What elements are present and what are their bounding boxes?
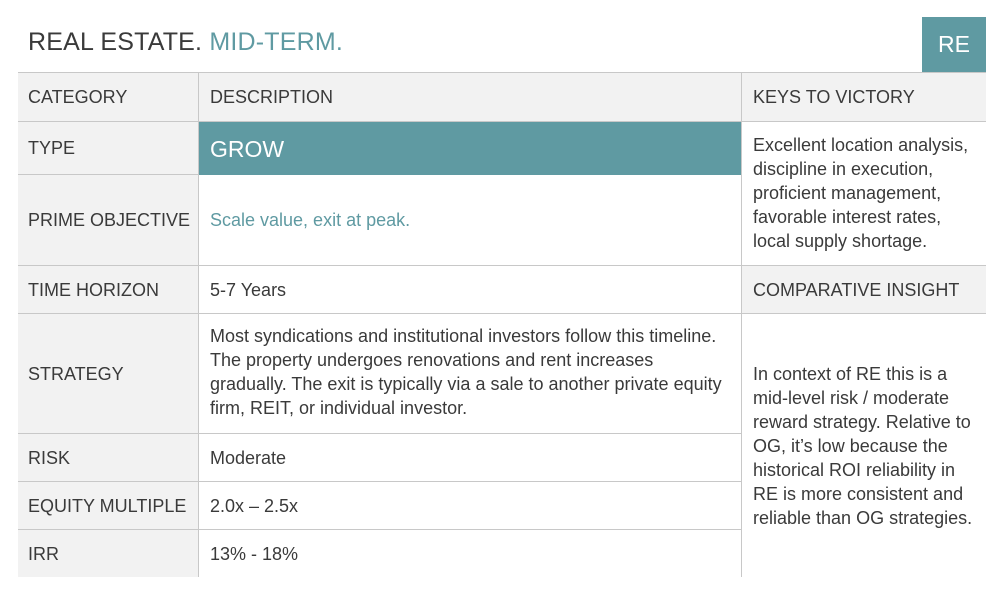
header-keys-to-victory: KEYS TO VICTORY — [741, 73, 986, 122]
row-type-category: TYPE — [18, 122, 199, 175]
header-description: DESCRIPTION — [199, 73, 741, 122]
row-irr-category: IRR — [18, 530, 199, 577]
row-type-description: GROW — [199, 122, 741, 175]
row-equity-multiple-category: EQUITY MULTIPLE — [18, 482, 199, 530]
header-comparative-insight: COMPARATIVE INSIGHT — [741, 266, 986, 314]
strategy-table: CATEGORY DESCRIPTION KEYS TO VICTORY TYP… — [18, 72, 986, 577]
header-category: CATEGORY — [18, 73, 199, 122]
strategy-description-text: Most syndications and institutional inve… — [210, 326, 722, 418]
title-main: REAL ESTATE. — [28, 28, 203, 56]
comparative-insight-text: In context of RE this is a mid-level ris… — [741, 314, 986, 577]
comparative-insight-body: In context of RE this is a mid-level ris… — [753, 363, 973, 528]
row-risk-category: RISK — [18, 434, 199, 482]
row-strategy-description: Most syndications and institutional inve… — [199, 314, 741, 434]
row-strategy-category: STRATEGY — [18, 314, 199, 434]
keys-to-victory-text: Excellent location analysis, discipline … — [741, 122, 986, 266]
row-risk-description: Moderate — [199, 434, 741, 482]
row-time-horizon-description: 5-7 Years — [199, 266, 741, 314]
page-title: REAL ESTATE. MID-TERM. — [28, 28, 343, 57]
row-time-horizon-category: TIME HORIZON — [18, 266, 199, 314]
re-badge: RE — [922, 17, 986, 72]
keys-to-victory-body: Excellent location analysis, discipline … — [753, 135, 969, 251]
row-prime-objective-category: PRIME OBJECTIVE — [18, 175, 199, 266]
row-prime-objective-description: Scale value, exit at peak. — [199, 175, 741, 266]
row-irr-description: 13% - 18% — [210, 543, 299, 564]
row-equity-multiple-description: 2.0x – 2.5x — [199, 482, 741, 530]
title-accent: MID-TERM. — [209, 28, 344, 56]
